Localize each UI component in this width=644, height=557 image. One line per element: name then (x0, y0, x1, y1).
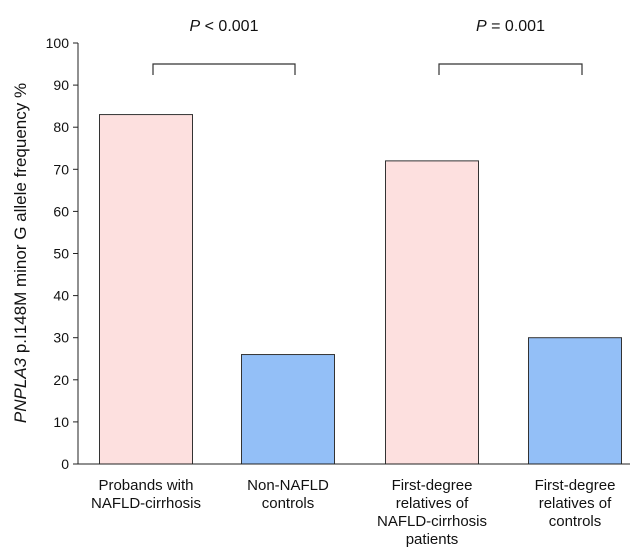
y-axis-label-gene: PNPLA3 (11, 357, 30, 423)
bar (241, 354, 335, 465)
y-tick-label: 60 (53, 203, 69, 219)
x-tick-label-line: First-degree (535, 477, 616, 494)
p-value-text: = 0.001 (487, 18, 545, 35)
y-tick-label: 40 (53, 288, 69, 304)
y-tick-label: 50 (53, 246, 69, 262)
x-tick-label-line: First-degree (392, 477, 473, 494)
y-axis-label-rest: p.I148M minor G allele frequency % (11, 83, 30, 358)
significance-brackets: P < 0.001 P = 0.001 (152, 18, 583, 75)
significance-bracket (152, 63, 296, 75)
x-tick-label-line: NAFLD-cirrhosis (91, 495, 201, 512)
y-tick-label: 10 (53, 414, 69, 430)
x-tick-label-line: controls (262, 495, 315, 512)
x-tick-label-line: NAFLD-cirrhosis (377, 513, 487, 530)
x-tick-label-line: controls (549, 513, 602, 530)
x-tick-label-line: patients (406, 531, 459, 548)
p-value-symbol: P (476, 18, 487, 35)
p-value-label: P = 0.001 (476, 18, 545, 35)
y-tick-label: 30 (53, 330, 69, 346)
y-tick-label: 100 (46, 35, 70, 51)
x-tick-label: Probands with NAFLD-cirrhosis (91, 477, 201, 512)
y-tick-label: 80 (53, 119, 69, 135)
x-tick-label-line: relatives of (539, 495, 612, 512)
x-tick-label-line: Non-NAFLD (247, 477, 329, 494)
y-axis-label: PNPLA3 p.I148M minor G allele frequency … (11, 83, 30, 423)
bar (385, 160, 479, 465)
y-axis: 0 10 20 30 40 50 60 70 80 90 100 (46, 35, 79, 472)
significance-bracket (438, 63, 583, 75)
p-value-text: < 0.001 (200, 18, 258, 35)
bar (528, 337, 622, 465)
x-tick-label: First-degree relatives of NAFLD-cirrhosis p… (377, 477, 487, 548)
y-tick-label: 0 (61, 456, 69, 472)
x-tick-label-line: Probands with (98, 477, 193, 494)
x-tick-label: Non-NAFLD controls (247, 477, 329, 512)
bar (99, 114, 193, 465)
x-tick-label: First-degree relatives of controls (535, 477, 616, 530)
x-tick-label-line: relatives of (396, 495, 469, 512)
y-tick-label: 70 (53, 161, 69, 177)
bars (99, 114, 622, 465)
p-value-symbol: P (190, 18, 201, 35)
y-tick-label: 20 (53, 372, 69, 388)
y-tick-label: 90 (53, 77, 69, 93)
p-value-label: P < 0.001 (190, 18, 259, 35)
